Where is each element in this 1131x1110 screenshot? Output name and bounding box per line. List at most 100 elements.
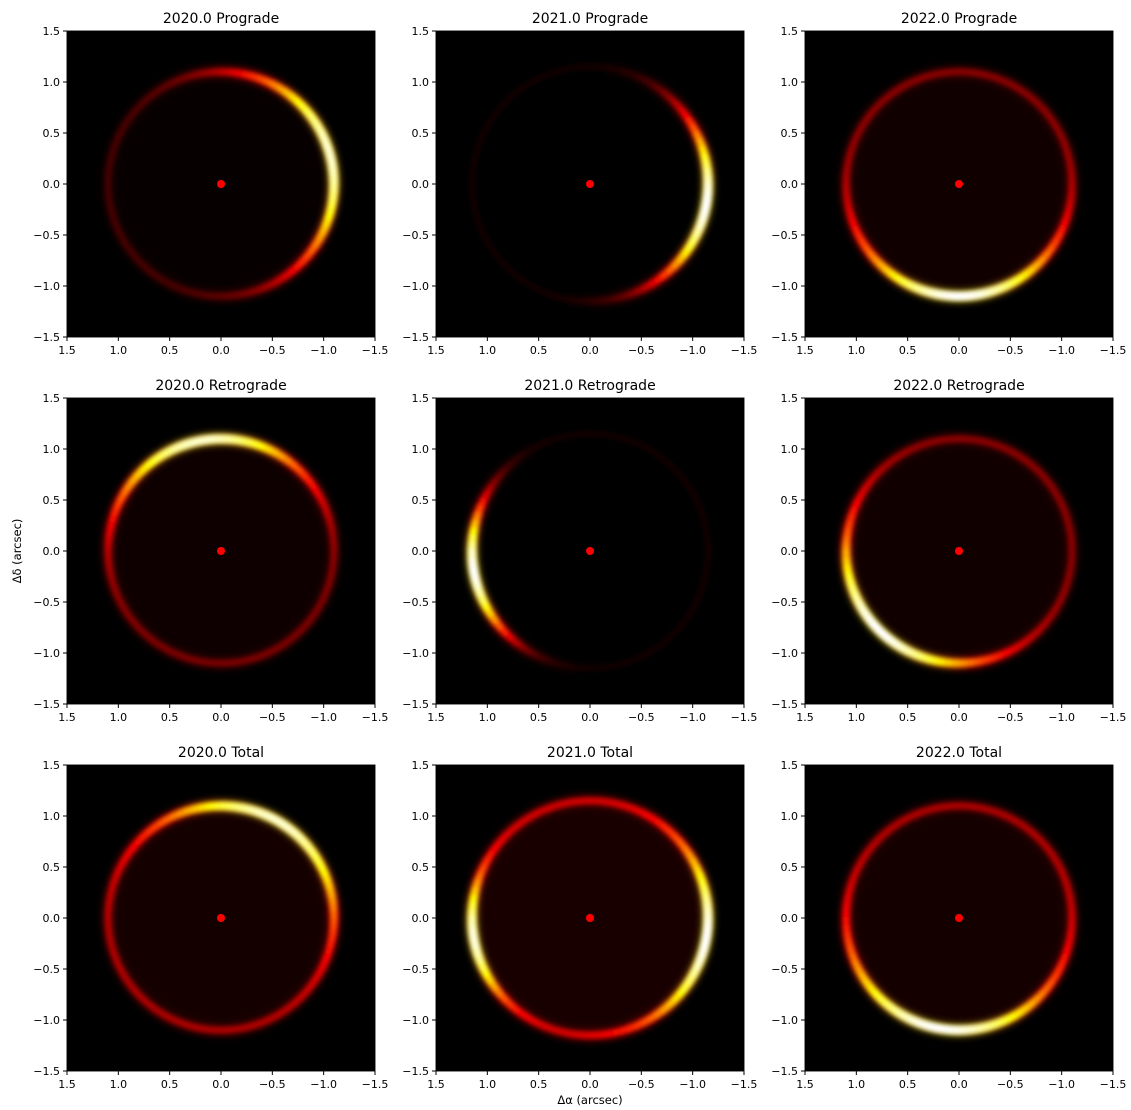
x-tick-label: −1.5 <box>362 1078 389 1091</box>
y-tick-label: 1.5 <box>412 392 430 405</box>
star-marker <box>217 914 225 922</box>
y-tick-label: −1.5 <box>771 331 798 344</box>
x-tick-label: −1.0 <box>1048 344 1075 357</box>
star-marker <box>586 914 594 922</box>
y-tick-label: 1.0 <box>43 443 61 456</box>
panel-grid: 1.5 1.5 1.0 1.0 0.5 0.5 0.0 0.0 −0.5 −0.5 −1.0 −1.0… <box>33 11 1126 1091</box>
x-tick-label: 1.0 <box>479 711 497 724</box>
star-marker <box>217 180 225 188</box>
star-marker <box>955 547 963 555</box>
y-tick-label: 1.0 <box>43 76 61 89</box>
y-tick-label: −1.0 <box>402 647 429 660</box>
panel-title: 2021.0 Retrograde <box>524 378 655 394</box>
y-tick-label: −1.0 <box>771 647 798 660</box>
y-tick-label: −1.0 <box>33 280 60 293</box>
y-tick-label: −0.5 <box>33 229 60 242</box>
x-tick-label: −1.5 <box>731 1078 758 1091</box>
x-tick-label: 1.5 <box>58 1078 76 1091</box>
y-tick-label: 0.0 <box>43 178 61 191</box>
y-tick-label: −1.5 <box>33 1065 60 1078</box>
x-tick-label: −1.0 <box>1048 711 1075 724</box>
y-tick-label: −1.0 <box>771 280 798 293</box>
panel-title: 2021.0 Prograde <box>532 11 648 27</box>
panel-title: 2020.0 Retrograde <box>155 378 286 394</box>
star-marker <box>955 180 963 188</box>
y-tick-label: −0.5 <box>402 229 429 242</box>
x-tick-label: 1.5 <box>796 344 814 357</box>
y-tick-label: −1.5 <box>771 1065 798 1078</box>
x-tick-label: 1.0 <box>848 711 866 724</box>
y-tick-label: 1.5 <box>43 392 61 405</box>
x-tick-label: 0.0 <box>581 1078 599 1091</box>
x-tick-label: 0.0 <box>212 344 230 357</box>
y-tick-label: 0.5 <box>43 861 61 874</box>
x-tick-label: 1.0 <box>479 1078 497 1091</box>
panel-1: 1.5 1.5 1.0 1.0 0.5 0.5 0.0 0.0 −0.5 −0.5 −1.0 −1.0… <box>33 11 388 357</box>
x-tick-label: 1.5 <box>427 1078 445 1091</box>
y-axis-label: Δδ (arcsec) <box>10 519 24 584</box>
y-tick-label: −1.0 <box>402 280 429 293</box>
x-tick-label: −0.5 <box>259 711 286 724</box>
x-tick-label: −1.0 <box>310 344 337 357</box>
y-tick-label: −0.5 <box>771 229 798 242</box>
panel-5: 1.5 1.5 1.0 1.0 0.5 0.5 0.0 0.0 −0.5 −0.5 −1.0 −1.0… <box>402 378 757 724</box>
y-tick-label: 0.0 <box>43 545 61 558</box>
y-tick-label: 1.5 <box>412 759 430 772</box>
x-tick-label: −0.5 <box>997 1078 1024 1091</box>
x-tick-label: −0.5 <box>997 344 1024 357</box>
x-tick-label: 1.5 <box>58 711 76 724</box>
ring-core <box>105 68 339 299</box>
x-tick-label: −0.5 <box>628 1078 655 1091</box>
x-tick-label: −0.5 <box>259 1078 286 1091</box>
y-tick-label: 0.5 <box>412 861 430 874</box>
x-tick-label: −1.5 <box>362 344 389 357</box>
x-tick-label: −1.5 <box>1100 1078 1127 1091</box>
panel-4: 1.5 1.5 1.0 1.0 0.5 0.5 0.0 0.0 −0.5 −0.5 −1.0 −1.0… <box>33 378 388 724</box>
star-marker <box>586 547 594 555</box>
x-tick-label: −1.0 <box>310 1078 337 1091</box>
x-tick-label: 1.0 <box>110 344 128 357</box>
x-tick-label: 1.0 <box>110 711 128 724</box>
x-tick-label: −0.5 <box>628 711 655 724</box>
y-tick-label: 1.0 <box>412 810 430 823</box>
y-tick-label: 0.5 <box>781 494 799 507</box>
y-tick-label: 0.0 <box>781 912 799 925</box>
ring-core <box>467 797 713 1039</box>
panel-6: 1.5 1.5 1.0 1.0 0.5 0.5 0.0 0.0 −0.5 −0.5 −1.0 −1.0… <box>771 378 1126 724</box>
y-tick-label: 0.0 <box>412 178 430 191</box>
x-tick-label: 0.0 <box>581 344 599 357</box>
y-tick-label: 1.0 <box>412 443 430 456</box>
y-tick-label: 0.0 <box>781 545 799 558</box>
panel-title: 2021.0 Total <box>547 745 633 761</box>
y-tick-label: 1.5 <box>781 759 799 772</box>
x-tick-label: 0.5 <box>899 711 917 724</box>
y-tick-label: −1.0 <box>33 647 60 660</box>
ring-core <box>105 434 337 667</box>
y-tick-label: −0.5 <box>402 596 429 609</box>
ring-core <box>842 802 1076 1035</box>
x-tick-label: 0.5 <box>530 711 548 724</box>
y-tick-label: 0.5 <box>781 127 799 140</box>
x-tick-label: −1.0 <box>679 1078 706 1091</box>
y-tick-label: 0.5 <box>412 127 430 140</box>
x-tick-label: 0.0 <box>950 1078 968 1091</box>
y-tick-label: 1.0 <box>43 810 61 823</box>
y-tick-label: 1.0 <box>412 76 430 89</box>
y-tick-label: 1.0 <box>781 443 799 456</box>
x-tick-label: 0.5 <box>161 1078 179 1091</box>
ring-core <box>469 64 713 304</box>
x-tick-label: −0.5 <box>997 711 1024 724</box>
x-tick-label: −0.5 <box>628 344 655 357</box>
x-tick-label: 0.0 <box>950 344 968 357</box>
y-tick-label: −0.5 <box>771 596 798 609</box>
y-tick-label: −1.5 <box>402 698 429 711</box>
panel-8: 1.5 1.5 1.0 1.0 0.5 0.5 0.0 0.0 −0.5 −0.5 −1.0 −1.0… <box>402 745 757 1091</box>
x-tick-label: 1.0 <box>479 344 497 357</box>
y-tick-label: 1.5 <box>781 392 799 405</box>
x-tick-label: 1.5 <box>427 344 445 357</box>
ring-core <box>467 431 711 671</box>
x-tick-label: 0.0 <box>950 711 968 724</box>
x-tick-label: 0.0 <box>212 711 230 724</box>
y-tick-label: 0.5 <box>781 861 799 874</box>
